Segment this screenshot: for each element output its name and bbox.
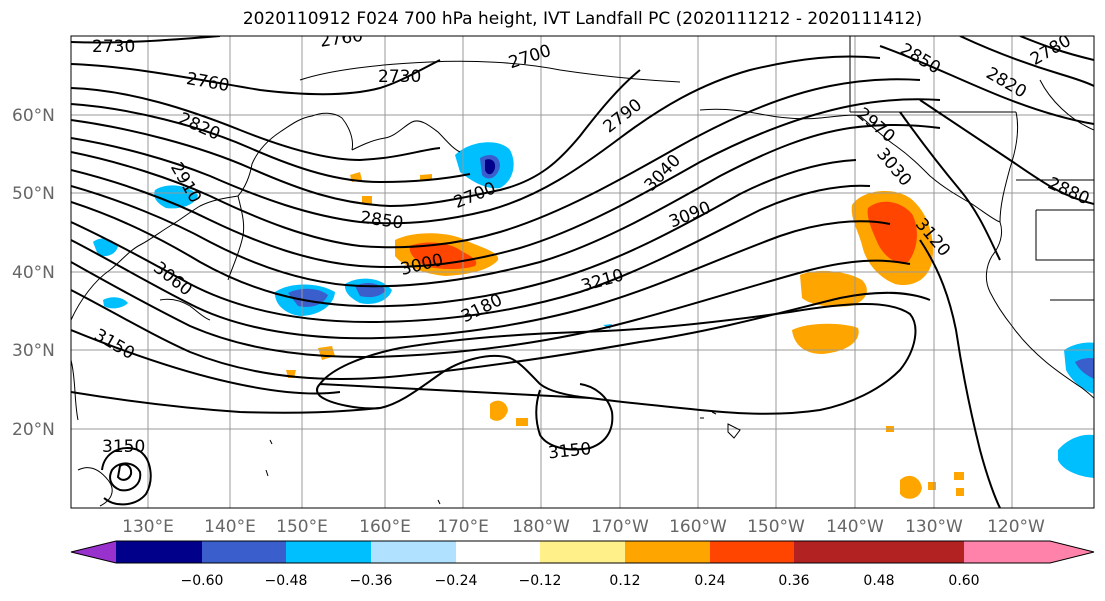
colorbar-segment <box>371 541 456 563</box>
colorbar-outline <box>70 540 1095 564</box>
contour-label: 2730 <box>378 67 421 87</box>
colorbar-segment <box>710 541 794 563</box>
lon-label: 160°E <box>359 517 411 537</box>
lon-label: 120°W <box>987 517 1045 537</box>
colorbar-segment <box>456 541 540 563</box>
colorbar-tick-label: −0.12 <box>519 573 562 589</box>
contour-label: 3150 <box>547 439 592 463</box>
lat-label: 50°N <box>12 184 55 204</box>
colorbar-ticks: −0.60 −0.48 −0.36 −0.24 −0.12 0.12 0.24 … <box>181 573 980 589</box>
colorbar-extend-min <box>71 541 116 563</box>
colorbar-segment <box>202 541 286 563</box>
colorbar-segment <box>625 541 710 563</box>
colorbar-tick-label: −0.36 <box>350 573 393 589</box>
colorbar-tick-label: 0.48 <box>863 573 894 589</box>
colorbar-tick-label: 0.36 <box>778 573 809 589</box>
lon-label: 130°E <box>122 517 174 537</box>
colorbar-extend-max <box>964 541 1094 563</box>
colorbar-segment <box>540 541 625 563</box>
map-title: 2020110912 F024 700 hPa height, IVT Land… <box>242 9 923 29</box>
colorbar-tick-label: 0.24 <box>694 573 725 589</box>
latitude-labels: 60°N 50°N 40°N 30°N 20°N <box>12 106 55 440</box>
lon-label: 180°W <box>512 517 570 537</box>
lon-label: 160°W <box>669 517 727 537</box>
longitude-labels: 130°E 140°E 150°E 160°E 170°E 180°W 170°… <box>122 517 1045 537</box>
lon-label: 150°E <box>276 517 328 537</box>
lon-label: 140°E <box>204 517 256 537</box>
graticule <box>71 36 1094 508</box>
height-contours <box>71 36 1094 508</box>
colorbar-tick-label: −0.24 <box>435 573 478 589</box>
lon-label: 170°W <box>591 517 649 537</box>
contour-label: 3150 <box>102 437 145 457</box>
lat-label: 20°N <box>12 420 55 440</box>
ivt-negative-shading <box>93 142 1094 478</box>
colorbar-segment <box>794 541 879 563</box>
lat-label: 40°N <box>12 263 55 283</box>
colorbar-tick-label: −0.60 <box>181 573 224 589</box>
lon-label: 170°E <box>437 517 489 537</box>
colorbar-segment <box>116 541 202 563</box>
map-border <box>70 35 1095 509</box>
colorbar-tick-label: 0.12 <box>609 573 640 589</box>
colorbar-segment <box>286 541 371 563</box>
lon-label: 130°W <box>905 517 963 537</box>
colorbar-tick-label: 0.60 <box>948 573 979 589</box>
lon-label: 140°W <box>826 517 884 537</box>
colorbar-tick-label: −0.48 <box>265 573 308 589</box>
lat-label: 60°N <box>12 106 55 126</box>
lat-label: 30°N <box>12 341 55 361</box>
contour-label: 2730 <box>92 37 135 57</box>
lon-label: 150°W <box>747 517 805 537</box>
colorbar: −0.60 −0.48 −0.36 −0.24 −0.12 0.12 0.24 … <box>70 540 1095 589</box>
colorbar-segment <box>879 541 964 563</box>
